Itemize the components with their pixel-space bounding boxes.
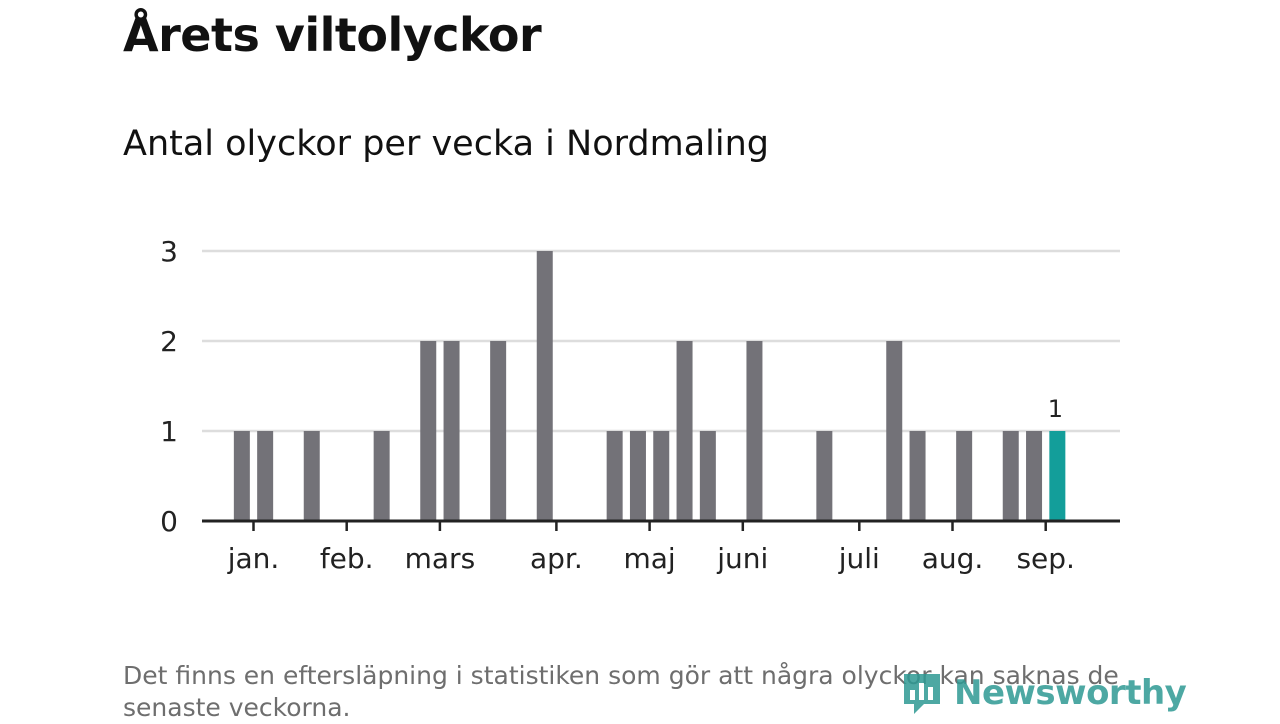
bar bbox=[746, 341, 763, 521]
brand-logo: Newsworthy bbox=[900, 668, 1187, 718]
y-tick-label: 0 bbox=[160, 505, 178, 538]
bar bbox=[1026, 431, 1043, 521]
bar bbox=[420, 341, 437, 521]
footnote: Det finns en eftersläpning i statistiken… bbox=[123, 661, 1119, 722]
bar bbox=[653, 431, 670, 521]
bar bbox=[956, 431, 973, 521]
x-tick-label: juni bbox=[716, 542, 768, 575]
bar bbox=[373, 431, 390, 521]
x-tick-label: feb. bbox=[320, 542, 374, 575]
x-tick-label: aug. bbox=[922, 542, 984, 575]
bar bbox=[1002, 431, 1019, 521]
x-tick-label: maj bbox=[623, 542, 675, 575]
x-tick-label: mars bbox=[405, 542, 476, 575]
x-tick-label: juli bbox=[838, 542, 880, 575]
bar bbox=[233, 431, 250, 521]
newsworthy-logo-icon bbox=[904, 674, 940, 714]
data-label: 1 bbox=[1048, 395, 1063, 423]
bar bbox=[676, 341, 693, 521]
bar bbox=[443, 341, 460, 521]
bar bbox=[606, 431, 623, 521]
brand-name: Newsworthy bbox=[954, 673, 1187, 713]
y-tick-label: 1 bbox=[160, 415, 178, 448]
bar bbox=[629, 431, 646, 521]
x-tick-label: sep. bbox=[1016, 542, 1075, 575]
chart-subtitle: Antal olyckor per vecka i Nordmaling bbox=[123, 124, 769, 164]
bar-highlighted bbox=[1049, 431, 1066, 521]
chart-title: Årets viltolyckor bbox=[123, 8, 542, 62]
bars bbox=[233, 251, 1066, 521]
gridlines bbox=[202, 249, 1120, 433]
bar bbox=[816, 431, 833, 521]
labels: 0 1 2 3 jan. feb. mars apr. maj juni juli aug. sep. 1 bbox=[160, 235, 1075, 575]
y-tick-label: 3 bbox=[160, 235, 178, 268]
x-axis bbox=[202, 519, 1120, 531]
bar bbox=[699, 431, 716, 521]
bar bbox=[909, 431, 926, 521]
bar bbox=[257, 431, 274, 521]
y-tick-label: 2 bbox=[160, 325, 178, 358]
bar bbox=[303, 431, 320, 521]
bar-chart: 0 1 2 3 jan. feb. mars apr. maj juni juli aug. sep. 1 bbox=[160, 235, 1120, 575]
x-tick-label: apr. bbox=[530, 542, 583, 575]
bar bbox=[886, 341, 903, 521]
x-tick-label: jan. bbox=[227, 542, 280, 575]
bar bbox=[490, 341, 507, 521]
bar bbox=[536, 251, 553, 521]
